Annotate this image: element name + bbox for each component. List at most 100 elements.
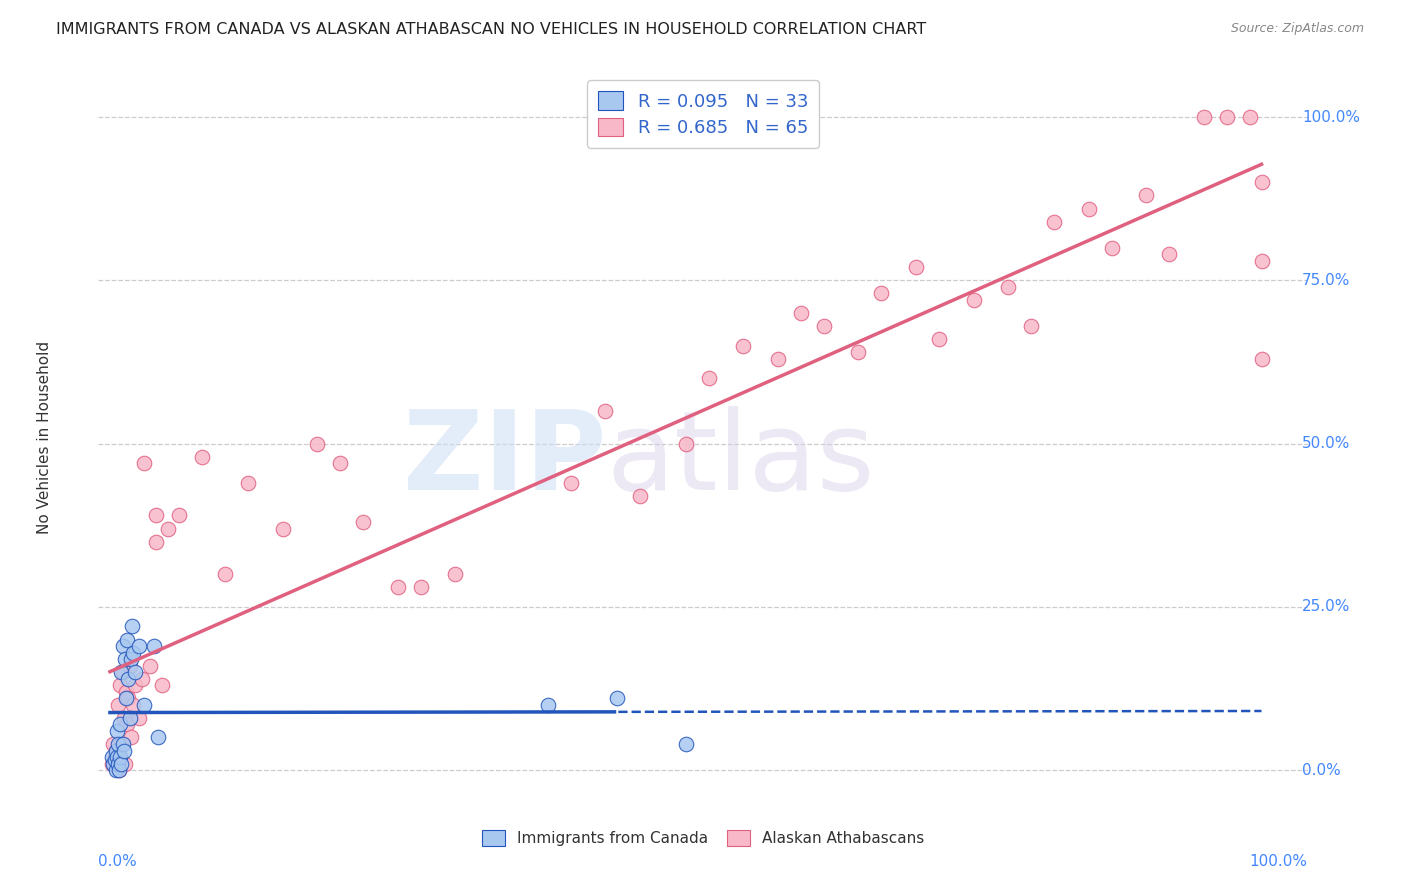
- Point: [905, 260, 928, 275]
- Point: [766, 351, 789, 366]
- Point: [134, 456, 156, 470]
- Text: IMMIGRANTS FROM CANADA VS ALASKAN ATHABASCAN NO VEHICLES IN HOUSEHOLD CORRELATIO: IMMIGRANTS FROM CANADA VS ALASKAN ATHABA…: [56, 22, 927, 37]
- Point: [387, 580, 409, 594]
- Point: [593, 404, 616, 418]
- Text: No Vehicles in Household: No Vehicles in Household: [37, 341, 52, 533]
- Point: [271, 521, 294, 535]
- Point: [122, 698, 145, 712]
- Point: [848, 345, 870, 359]
- Point: [148, 731, 170, 745]
- Point: [103, 756, 125, 771]
- Text: 0.0%: 0.0%: [98, 854, 138, 869]
- Point: [1216, 110, 1239, 124]
- Point: [115, 632, 138, 647]
- Point: [307, 436, 329, 450]
- Legend: Immigrants from Canada, Alaskan Athabascans: Immigrants from Canada, Alaskan Athabasc…: [474, 822, 932, 854]
- Point: [107, 756, 129, 771]
- Point: [117, 691, 139, 706]
- Point: [118, 711, 141, 725]
- Point: [108, 763, 131, 777]
- Point: [444, 567, 467, 582]
- Point: [111, 665, 134, 680]
- Point: [928, 332, 950, 346]
- Point: [120, 731, 142, 745]
- Point: [167, 508, 190, 523]
- Point: [104, 763, 127, 777]
- Point: [120, 652, 142, 666]
- Point: [103, 737, 125, 751]
- Point: [1159, 247, 1181, 261]
- Point: [1135, 188, 1157, 202]
- Point: [115, 691, 138, 706]
- Point: [111, 639, 134, 653]
- Point: [536, 698, 558, 712]
- Point: [329, 456, 352, 470]
- Point: [997, 280, 1019, 294]
- Text: 25.0%: 25.0%: [1302, 599, 1350, 615]
- Point: [110, 717, 132, 731]
- Point: [118, 658, 141, 673]
- Point: [110, 750, 132, 764]
- Point: [1250, 175, 1272, 189]
- Point: [103, 750, 125, 764]
- Point: [114, 756, 136, 771]
- Point: [733, 339, 755, 353]
- Point: [628, 489, 651, 503]
- Point: [1019, 319, 1042, 334]
- Point: [104, 743, 127, 757]
- Point: [115, 717, 138, 731]
- Point: [131, 672, 153, 686]
- Text: atlas: atlas: [606, 406, 875, 513]
- Point: [697, 371, 720, 385]
- Point: [114, 652, 136, 666]
- Point: [128, 711, 150, 725]
- Point: [122, 646, 145, 660]
- Point: [1239, 110, 1261, 124]
- Point: [112, 743, 135, 757]
- Point: [105, 750, 128, 764]
- Point: [142, 639, 165, 653]
- Point: [111, 737, 134, 751]
- Point: [156, 521, 179, 535]
- Point: [108, 763, 131, 777]
- Point: [121, 619, 143, 633]
- Point: [110, 756, 132, 771]
- Point: [1250, 253, 1272, 268]
- Text: Source: ZipAtlas.com: Source: ZipAtlas.com: [1230, 22, 1364, 36]
- Point: [124, 678, 146, 692]
- Point: [675, 737, 697, 751]
- Point: [107, 698, 129, 712]
- Point: [560, 475, 582, 490]
- Text: 50.0%: 50.0%: [1302, 436, 1350, 451]
- Point: [105, 723, 128, 738]
- Point: [104, 743, 127, 757]
- Point: [101, 750, 124, 764]
- Point: [103, 753, 125, 767]
- Point: [352, 515, 374, 529]
- Text: 75.0%: 75.0%: [1302, 273, 1350, 288]
- Point: [110, 737, 132, 751]
- Point: [145, 534, 167, 549]
- Point: [236, 475, 259, 490]
- Point: [139, 658, 162, 673]
- Point: [409, 580, 432, 594]
- Point: [117, 672, 139, 686]
- Text: ZIP: ZIP: [404, 406, 606, 513]
- Point: [150, 678, 173, 692]
- Point: [145, 508, 167, 523]
- Point: [128, 639, 150, 653]
- Point: [115, 685, 138, 699]
- Point: [124, 665, 146, 680]
- Point: [606, 691, 628, 706]
- Point: [101, 756, 124, 771]
- Point: [1043, 214, 1066, 228]
- Point: [813, 319, 835, 334]
- Point: [870, 286, 893, 301]
- Point: [1101, 241, 1123, 255]
- Text: 0.0%: 0.0%: [1302, 763, 1340, 778]
- Point: [134, 698, 156, 712]
- Point: [110, 678, 132, 692]
- Text: 100.0%: 100.0%: [1250, 854, 1308, 869]
- Point: [191, 450, 214, 464]
- Point: [107, 737, 129, 751]
